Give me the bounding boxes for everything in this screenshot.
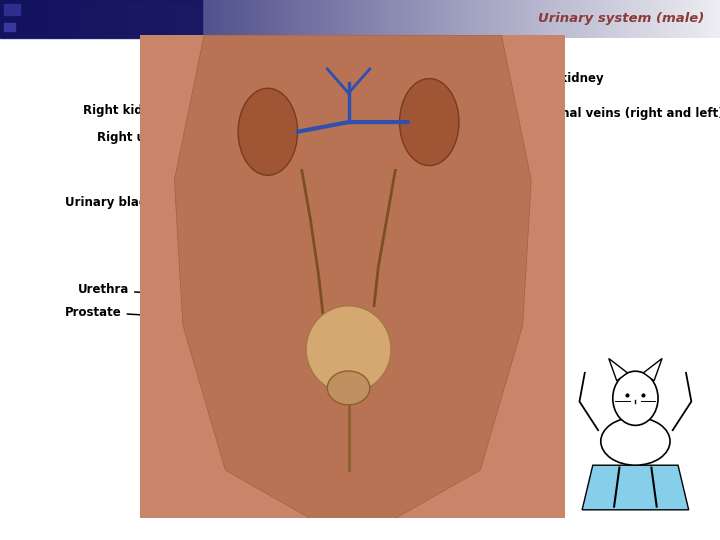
Bar — [4, 23, 15, 31]
Circle shape — [613, 371, 658, 426]
Polygon shape — [582, 465, 689, 510]
Polygon shape — [644, 359, 662, 381]
Text: Urethra: Urethra — [78, 284, 238, 299]
Bar — [4, 4, 20, 15]
Text: Left kidney: Left kidney — [453, 72, 604, 89]
Text: Urinary bladder: Urinary bladder — [65, 196, 255, 221]
Polygon shape — [609, 359, 627, 381]
Ellipse shape — [600, 417, 670, 465]
Ellipse shape — [238, 88, 297, 176]
Text: Right kidney: Right kidney — [83, 104, 202, 117]
Ellipse shape — [306, 306, 391, 393]
Polygon shape — [174, 35, 531, 518]
Bar — [0, 0, 202, 38]
Text: Renal veins (right and left): Renal veins (right and left) — [410, 107, 720, 120]
Text: Left ureter: Left ureter — [374, 164, 526, 181]
Text: Urinary system (male): Urinary system (male) — [538, 12, 704, 25]
Ellipse shape — [400, 79, 459, 166]
Ellipse shape — [328, 371, 370, 405]
Text: Right ureter: Right ureter — [97, 131, 231, 144]
Text: Prostate: Prostate — [65, 306, 224, 320]
